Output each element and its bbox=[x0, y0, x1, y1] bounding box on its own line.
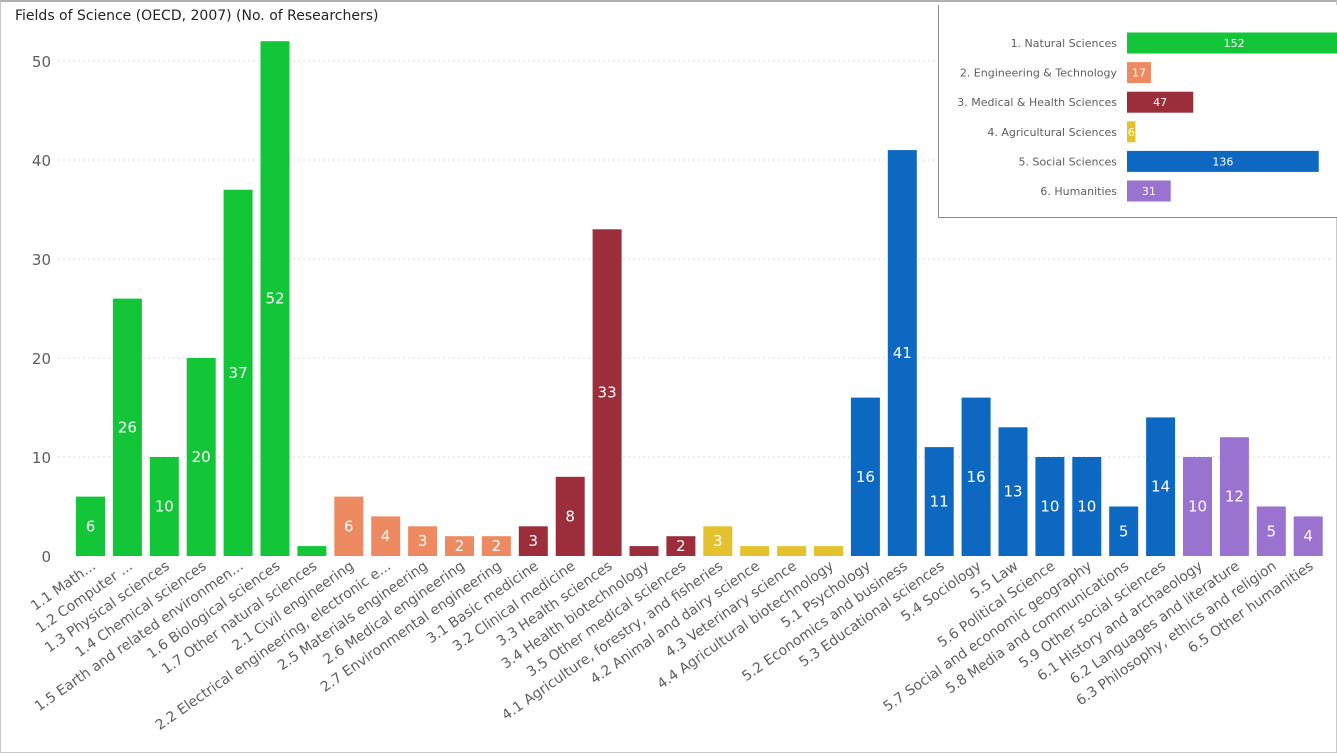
data-label: 52 bbox=[265, 290, 284, 308]
bar-22[interactable] bbox=[850, 397, 880, 556]
data-label: 10 bbox=[1188, 498, 1207, 516]
data-label: 10 bbox=[1040, 498, 1059, 516]
bar-17[interactable] bbox=[666, 536, 696, 556]
field-totals-bar-chart: 1. Natural Sciences 152 2. Engineering & T… bbox=[957, 32, 1337, 202]
data-label: 41 bbox=[893, 344, 912, 362]
bar-4[interactable] bbox=[186, 358, 216, 556]
bar-14[interactable] bbox=[555, 476, 585, 556]
bar-29[interactable] bbox=[1109, 506, 1139, 557]
bar-20[interactable] bbox=[777, 546, 807, 556]
data-label: 37 bbox=[229, 364, 248, 382]
bar-23[interactable] bbox=[887, 150, 917, 556]
bar-21[interactable] bbox=[814, 546, 843, 556]
data-label: 12 bbox=[1225, 488, 1244, 506]
bar-25[interactable] bbox=[961, 397, 991, 556]
data-label: 3 bbox=[529, 532, 539, 550]
field-total-bar-3[interactable] bbox=[1127, 91, 1194, 113]
bar-26[interactable] bbox=[998, 427, 1028, 556]
bar-9[interactable] bbox=[371, 516, 401, 556]
bar-3[interactable] bbox=[149, 457, 179, 556]
y-tick-label: 0 bbox=[41, 548, 51, 566]
data-label: 11 bbox=[930, 493, 949, 511]
data-label: 4 bbox=[381, 527, 391, 545]
bar-10[interactable] bbox=[408, 526, 438, 556]
field-total-bar-1[interactable] bbox=[1127, 32, 1337, 54]
data-label: 8 bbox=[565, 507, 575, 525]
bar-7[interactable] bbox=[297, 546, 327, 556]
data-label: 20 bbox=[192, 448, 211, 466]
bar-19[interactable] bbox=[740, 546, 770, 556]
field-total-label: 3. Medical & Health Sciences bbox=[957, 96, 1117, 109]
data-label: 13 bbox=[1003, 483, 1022, 501]
bar-31[interactable] bbox=[1183, 457, 1212, 556]
bar-18[interactable] bbox=[703, 526, 733, 556]
data-label: 6 bbox=[86, 517, 96, 535]
bar-32[interactable] bbox=[1219, 437, 1249, 556]
field-totals-panel[interactable]: 1. Natural Sciences 152 2. Engineering & T… bbox=[938, 5, 1337, 218]
y-tick-label: 10 bbox=[32, 449, 51, 467]
field-total-bar-4[interactable] bbox=[1127, 121, 1136, 143]
field-total-bar-6[interactable] bbox=[1127, 180, 1171, 202]
y-tick-label: 50 bbox=[32, 53, 51, 71]
bar-30[interactable] bbox=[1146, 417, 1176, 556]
bar-2[interactable] bbox=[112, 298, 142, 556]
data-label: 14 bbox=[1151, 478, 1170, 496]
bar-34[interactable] bbox=[1293, 516, 1323, 556]
y-tick-label: 40 bbox=[32, 152, 51, 170]
bar-16[interactable] bbox=[629, 546, 659, 556]
field-total-value: 136 bbox=[1212, 155, 1233, 168]
bar-6[interactable] bbox=[260, 41, 290, 556]
bar-27[interactable] bbox=[1035, 457, 1065, 556]
data-label: 2 bbox=[492, 537, 502, 555]
bar-28[interactable] bbox=[1072, 457, 1102, 556]
bar-8[interactable] bbox=[334, 496, 364, 556]
y-tick-label: 20 bbox=[32, 350, 51, 368]
data-label: 33 bbox=[598, 384, 617, 402]
field-total-label: 5. Social Sciences bbox=[1019, 155, 1118, 168]
bar-5[interactable] bbox=[223, 189, 253, 556]
bar-33[interactable] bbox=[1256, 506, 1286, 557]
bar-13[interactable] bbox=[518, 526, 548, 556]
field-total-value: 152 bbox=[1224, 37, 1245, 50]
data-label: 6 bbox=[344, 517, 354, 535]
field-total-value: 31 bbox=[1142, 185, 1156, 198]
y-tick-label: 30 bbox=[32, 251, 51, 269]
field-total-label: 2. Engineering & Technology bbox=[960, 67, 1118, 80]
bar-15[interactable] bbox=[592, 229, 622, 557]
bar-1[interactable] bbox=[76, 496, 105, 556]
bar-11[interactable] bbox=[445, 536, 474, 556]
chart-title: Fields of Science (OECD, 2007) (No. of R… bbox=[15, 8, 379, 24]
data-label: 3 bbox=[418, 532, 428, 550]
data-label: 26 bbox=[118, 418, 137, 436]
field-total-bar-5[interactable] bbox=[1127, 150, 1319, 172]
field-total-value: 17 bbox=[1132, 67, 1146, 80]
data-label: 16 bbox=[967, 468, 986, 486]
data-label: 10 bbox=[1077, 498, 1096, 516]
field-total-value: 6 bbox=[1128, 126, 1135, 139]
bar-24[interactable] bbox=[924, 447, 954, 556]
data-label: 2 bbox=[676, 537, 686, 555]
field-total-bar-2[interactable] bbox=[1127, 62, 1151, 84]
data-label: 3 bbox=[713, 532, 723, 550]
data-label: 5 bbox=[1119, 522, 1129, 540]
data-label: 5 bbox=[1267, 522, 1277, 540]
field-total-label: 4. Agricultural Sciences bbox=[987, 126, 1117, 139]
data-label: 4 bbox=[1303, 527, 1313, 545]
field-total-value: 47 bbox=[1153, 96, 1167, 109]
data-label: 16 bbox=[856, 468, 875, 486]
data-label: 10 bbox=[155, 498, 174, 516]
data-label: 2 bbox=[455, 537, 465, 555]
field-total-label: 6. Humanities bbox=[1040, 185, 1117, 198]
field-total-label: 1. Natural Sciences bbox=[1011, 37, 1118, 50]
bar-12[interactable] bbox=[481, 536, 511, 556]
